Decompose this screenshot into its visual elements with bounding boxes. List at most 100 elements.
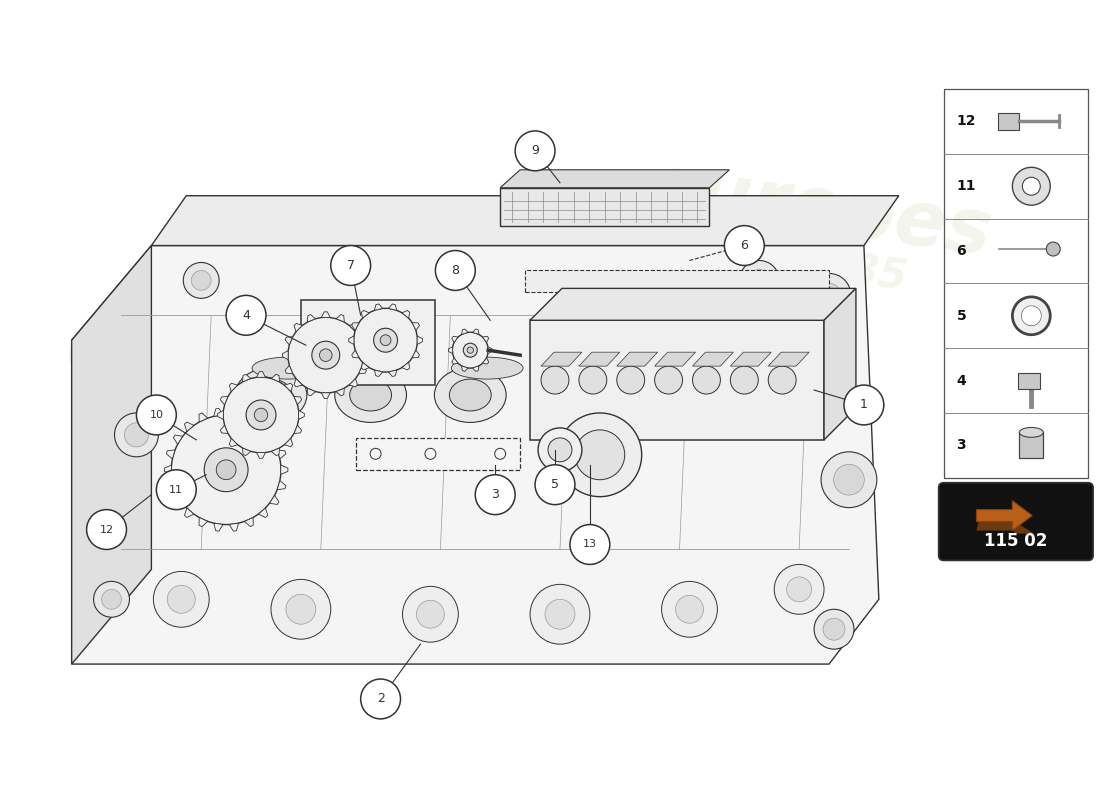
Polygon shape (218, 410, 223, 419)
Text: 10: 10 (150, 410, 164, 420)
Polygon shape (617, 352, 658, 366)
Text: 12: 12 (957, 114, 976, 129)
Polygon shape (272, 374, 279, 382)
Polygon shape (530, 288, 856, 320)
Circle shape (675, 595, 704, 623)
Text: 6: 6 (740, 239, 748, 252)
Polygon shape (693, 352, 734, 366)
Ellipse shape (734, 368, 805, 422)
Text: 13: 13 (583, 539, 597, 550)
Polygon shape (579, 352, 619, 366)
Circle shape (579, 366, 607, 394)
Text: 6: 6 (957, 244, 966, 258)
Polygon shape (359, 366, 366, 374)
Text: 8: 8 (451, 264, 460, 277)
Text: 1: 1 (860, 398, 868, 411)
Circle shape (617, 366, 645, 394)
Polygon shape (388, 304, 397, 310)
Polygon shape (452, 336, 458, 342)
Polygon shape (285, 383, 293, 391)
Polygon shape (488, 347, 492, 354)
Circle shape (246, 400, 276, 430)
Polygon shape (402, 310, 409, 318)
Circle shape (725, 226, 764, 266)
Circle shape (217, 460, 236, 480)
Polygon shape (294, 323, 302, 332)
Polygon shape (768, 352, 810, 366)
Circle shape (191, 270, 211, 290)
Circle shape (558, 413, 641, 497)
Polygon shape (824, 288, 856, 440)
Polygon shape (166, 481, 175, 490)
Circle shape (101, 590, 121, 609)
Polygon shape (349, 378, 358, 387)
Text: 3: 3 (492, 488, 499, 501)
FancyBboxPatch shape (500, 188, 710, 226)
Ellipse shape (551, 357, 623, 379)
Polygon shape (412, 350, 419, 358)
Polygon shape (164, 465, 172, 474)
Polygon shape (654, 352, 695, 366)
Circle shape (535, 465, 575, 505)
Polygon shape (417, 336, 422, 345)
Circle shape (468, 347, 473, 354)
Ellipse shape (334, 368, 407, 422)
Polygon shape (359, 337, 366, 345)
Polygon shape (277, 481, 286, 490)
Polygon shape (242, 448, 251, 455)
Ellipse shape (434, 368, 506, 422)
Polygon shape (337, 388, 344, 396)
Text: 4: 4 (957, 374, 966, 387)
Polygon shape (307, 388, 316, 396)
Polygon shape (321, 393, 330, 398)
Ellipse shape (535, 368, 606, 422)
Text: 11: 11 (957, 179, 976, 194)
Polygon shape (229, 523, 239, 531)
Polygon shape (452, 358, 458, 364)
Circle shape (311, 342, 340, 369)
FancyBboxPatch shape (1020, 432, 1043, 458)
Polygon shape (185, 508, 194, 518)
Circle shape (768, 366, 796, 394)
Circle shape (807, 274, 851, 318)
Polygon shape (213, 408, 223, 416)
Polygon shape (258, 422, 267, 431)
Circle shape (403, 586, 459, 642)
FancyBboxPatch shape (938, 482, 1093, 561)
Circle shape (1012, 297, 1050, 334)
Polygon shape (352, 322, 359, 330)
Text: europes: europes (66, 304, 496, 396)
Text: 2: 2 (376, 693, 385, 706)
Circle shape (834, 464, 865, 495)
Circle shape (223, 377, 299, 453)
Polygon shape (270, 435, 279, 444)
FancyBboxPatch shape (355, 438, 520, 470)
Polygon shape (374, 370, 383, 377)
Circle shape (331, 246, 371, 286)
Polygon shape (272, 448, 279, 455)
Polygon shape (244, 413, 253, 422)
Circle shape (693, 366, 720, 394)
Text: europes: europes (641, 150, 997, 271)
Polygon shape (229, 438, 238, 446)
Ellipse shape (350, 379, 392, 411)
Circle shape (463, 343, 477, 357)
Text: 5: 5 (551, 478, 559, 491)
Text: 115 02: 115 02 (984, 531, 1047, 550)
Polygon shape (285, 366, 293, 374)
Circle shape (227, 295, 266, 335)
Polygon shape (256, 453, 265, 458)
Circle shape (844, 385, 883, 425)
Circle shape (654, 366, 682, 394)
Circle shape (184, 262, 219, 298)
Ellipse shape (1020, 427, 1043, 438)
Polygon shape (213, 523, 223, 531)
Ellipse shape (451, 357, 524, 379)
Circle shape (288, 318, 364, 393)
Polygon shape (462, 366, 468, 371)
Polygon shape (283, 350, 288, 360)
Ellipse shape (650, 357, 723, 379)
Polygon shape (321, 312, 330, 318)
Polygon shape (285, 337, 293, 345)
Polygon shape (977, 501, 1032, 530)
